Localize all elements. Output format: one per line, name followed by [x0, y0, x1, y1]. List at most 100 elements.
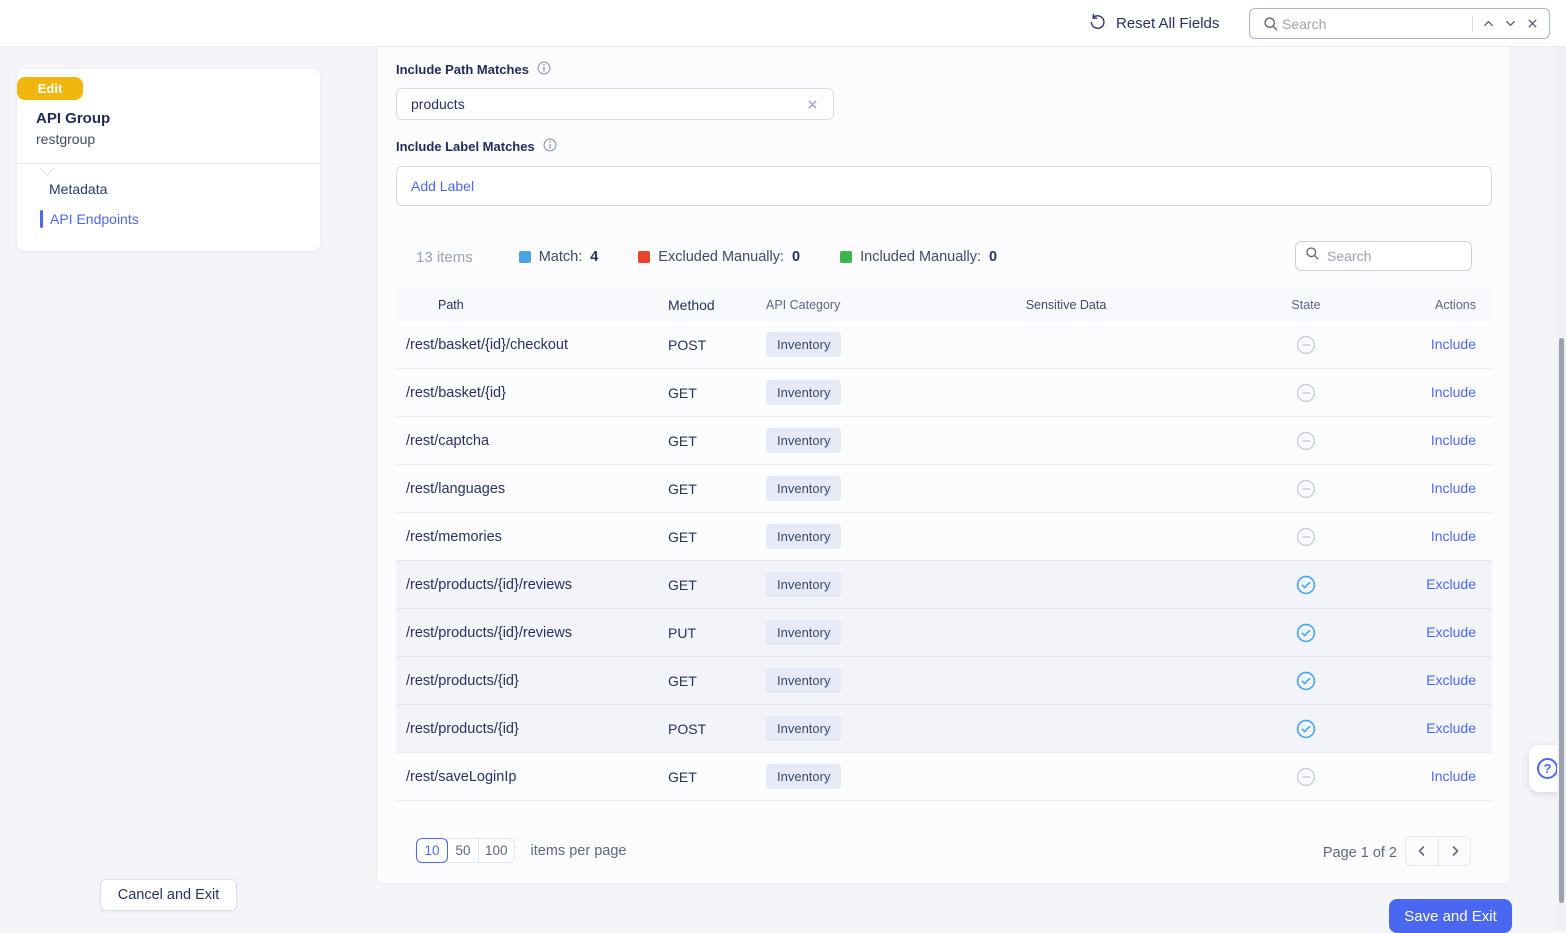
- table-row: /rest/products/{id} POST Inventory Exclude: [396, 705, 1492, 753]
- cancel-and-exit-button[interactable]: Cancel and Exit: [100, 879, 237, 911]
- endpoint-method: POST: [668, 336, 707, 353]
- table-row: /rest/products/{id}/reviews PUT Inventory E…: [396, 609, 1492, 657]
- divider: [1472, 15, 1473, 32]
- sidebar-item-api-endpoints[interactable]: API Endpoints: [50, 211, 139, 227]
- table-row: /rest/memories GET Inventory Include: [396, 513, 1492, 561]
- column-header-path: Path: [438, 297, 464, 312]
- table-row: /rest/saveLoginIp GET Inventory Include: [396, 753, 1492, 801]
- previous-page-button[interactable]: [1405, 836, 1438, 866]
- close-icon[interactable]: [1521, 13, 1543, 35]
- endpoint-method: GET: [668, 432, 697, 449]
- reset-label: Reset All Fields: [1116, 15, 1220, 32]
- clear-icon[interactable]: [801, 93, 823, 115]
- column-header-actions: Actions: [1435, 297, 1476, 312]
- page-size-50[interactable]: 50: [447, 838, 479, 863]
- api-group-title: API Group: [36, 110, 111, 127]
- minus-circle-icon[interactable]: [1296, 527, 1316, 547]
- row-action-link[interactable]: Include: [1430, 480, 1476, 496]
- add-label-placeholder: Add Label: [411, 178, 475, 194]
- minus-circle-icon[interactable]: [1296, 479, 1316, 499]
- api-group-card: Edit API Group restgroup Metadata API En…: [17, 69, 320, 251]
- table-row: /rest/basket/{id} GET Inventory Include: [396, 369, 1492, 417]
- check-circle-icon[interactable]: [1296, 671, 1316, 691]
- endpoint-path: /rest/products/{id}: [406, 672, 519, 689]
- column-header-sensitive-data: Sensitive Data: [1025, 297, 1107, 312]
- check-circle-icon[interactable]: [1296, 719, 1316, 739]
- row-action-link[interactable]: Include: [1430, 384, 1476, 400]
- endpoint-path: /rest/saveLoginIp: [406, 768, 517, 785]
- api-category-badge: Inventory: [766, 332, 842, 357]
- minus-circle-icon[interactable]: [1296, 767, 1316, 787]
- api-category-badge: Inventory: [766, 428, 842, 453]
- endpoint-path: /rest/products/{id}: [406, 720, 519, 737]
- row-action-link[interactable]: Exclude: [1426, 576, 1476, 592]
- scrollbar-thumb[interactable]: [1559, 338, 1564, 903]
- api-category-badge: Inventory: [766, 380, 842, 405]
- include-label-matches-label: Include Label Matches: [396, 138, 557, 155]
- minus-circle-icon[interactable]: [1296, 335, 1316, 355]
- table-body: /rest/basket/{id}/checkout POST Inventory I…: [396, 321, 1492, 801]
- api-group-name: restgroup: [36, 131, 96, 147]
- page-size-10[interactable]: 10: [416, 838, 448, 863]
- table-row: /rest/products/{id} GET Inventory Exclude: [396, 657, 1492, 705]
- excluded-color-swatch: [638, 251, 651, 263]
- page-size-control: 10 50 100 items per page: [416, 838, 626, 863]
- table-row: /rest/basket/{id}/checkout POST Inventory I…: [396, 321, 1492, 369]
- include-path-matches-field: [396, 88, 834, 120]
- next-page-button[interactable]: [1438, 836, 1471, 866]
- reset-icon: [1088, 12, 1107, 35]
- match-color-swatch: [518, 251, 531, 263]
- table-header: Path Method API Category Sensitive Data …: [396, 288, 1492, 321]
- table-search: [1295, 241, 1472, 271]
- endpoint-method: PUT: [668, 624, 696, 641]
- add-label-field[interactable]: Add Label: [396, 166, 1492, 206]
- table-search-input[interactable]: [1327, 248, 1463, 264]
- endpoint-path: /rest/basket/{id}/checkout: [406, 336, 569, 353]
- row-action-link[interactable]: Include: [1430, 768, 1476, 784]
- endpoints-table: Path Method API Category Sensitive Data …: [396, 288, 1492, 801]
- row-action-link[interactable]: Exclude: [1426, 672, 1476, 688]
- row-action-link[interactable]: Include: [1430, 528, 1476, 544]
- endpoint-path: /rest/products/{id}/reviews: [406, 576, 573, 593]
- row-action-link[interactable]: Include: [1430, 432, 1476, 448]
- info-icon[interactable]: [543, 138, 557, 155]
- minus-circle-icon[interactable]: [1296, 431, 1316, 451]
- endpoint-path: /rest/captcha: [406, 432, 490, 449]
- endpoint-method: GET: [668, 528, 697, 545]
- api-category-badge: Inventory: [766, 524, 842, 549]
- check-circle-icon[interactable]: [1296, 623, 1316, 643]
- check-circle-icon[interactable]: [1296, 575, 1316, 595]
- active-indicator: [40, 210, 43, 228]
- row-action-link[interactable]: Exclude: [1426, 720, 1476, 736]
- info-icon[interactable]: [537, 61, 551, 78]
- endpoint-method: POST: [668, 720, 707, 737]
- table-row: /rest/products/{id}/reviews GET Inventory E…: [396, 561, 1492, 609]
- top-bar: Reset All Fields: [0, 0, 1566, 47]
- help-icon: ?: [1537, 758, 1558, 779]
- global-search: [1249, 8, 1550, 39]
- endpoint-method: GET: [668, 480, 697, 497]
- legend-included-manually: Included Manually: 0: [840, 249, 997, 265]
- global-search-input[interactable]: [1282, 15, 1468, 32]
- legend-match: Match: 4: [518, 249, 598, 265]
- endpoint-method: GET: [668, 576, 697, 593]
- page-size-100[interactable]: 100: [478, 838, 515, 863]
- minus-circle-icon[interactable]: [1296, 383, 1316, 403]
- api-category-badge: Inventory: [766, 476, 842, 501]
- path-match-input[interactable]: [411, 96, 801, 112]
- reset-all-fields-button[interactable]: Reset All Fields: [1088, 0, 1219, 47]
- table-summary: 13 items Match: 4 Excluded Manually: 0 I…: [416, 247, 1037, 267]
- divider: [17, 163, 320, 164]
- api-category-badge: Inventory: [766, 764, 842, 789]
- row-action-link[interactable]: Include: [1430, 336, 1476, 352]
- row-action-link[interactable]: Exclude: [1426, 624, 1476, 640]
- chevron-up-icon[interactable]: [1477, 13, 1499, 35]
- column-header-state: State: [1291, 297, 1321, 312]
- api-category-badge: Inventory: [766, 620, 842, 645]
- save-and-exit-button[interactable]: Save and Exit: [1389, 899, 1512, 933]
- endpoint-path: /rest/products/{id}/reviews: [406, 624, 573, 641]
- chevron-down-icon[interactable]: [1499, 13, 1521, 35]
- table-row: /rest/captcha GET Inventory Include: [396, 417, 1492, 465]
- sidebar-item-metadata[interactable]: Metadata: [49, 181, 108, 197]
- endpoint-method: GET: [668, 672, 697, 689]
